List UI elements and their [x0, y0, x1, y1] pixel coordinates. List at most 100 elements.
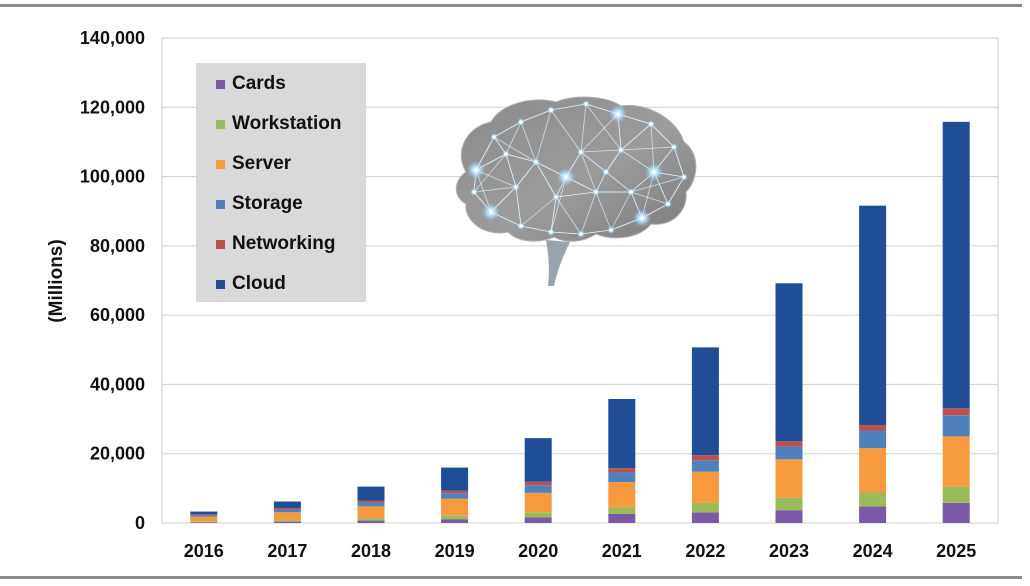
- bar-cloud-2019: [441, 467, 469, 491]
- bar-cards-2019: [441, 519, 469, 523]
- bar-cloud-2024: [859, 205, 887, 425]
- bar-workstation-2016: [190, 521, 218, 523]
- bar-cloud-2020: [524, 438, 552, 482]
- legend-label: Cards: [232, 73, 286, 94]
- x-tick-labels: 2016 2017 2018 2019 2020 2021 2022 2023 2024 2025: [184, 541, 976, 561]
- bars: [190, 121, 970, 523]
- y-tick-label: 120,000: [80, 97, 145, 117]
- bar-cloud-2017: [273, 501, 301, 509]
- legend-swatch: [216, 279, 225, 289]
- bar-cloud-2018: [357, 486, 385, 501]
- x-tick-label: 2024: [853, 541, 893, 561]
- bar-cards-2020: [524, 517, 552, 523]
- legend-item-cloud: Cloud: [216, 273, 286, 295]
- brain-network-illustration: [455, 96, 697, 286]
- bar-storage-2023: [775, 446, 803, 460]
- legend-item-cards: Cards: [216, 73, 286, 95]
- bar-workstation-2019: [441, 515, 469, 520]
- y-tick-label: 20,000: [90, 444, 145, 464]
- legend-swatch: [216, 199, 225, 209]
- legend-swatch: [216, 79, 225, 89]
- bar-cards-2021: [608, 513, 636, 523]
- bar-networking-2023: [775, 441, 803, 447]
- legend: Cards Workstation Server Storage Networking C…: [196, 63, 366, 302]
- bar-networking-2017: [273, 508, 301, 510]
- bar-networking-2024: [859, 424, 887, 431]
- bar-storage-2021: [608, 472, 636, 483]
- bar-workstation-2024: [859, 492, 887, 507]
- bar-cloud-2016: [190, 511, 218, 515]
- bar-workstation-2017: [273, 520, 301, 522]
- bar-server-2019: [441, 498, 469, 516]
- bar-cloud-2023: [775, 283, 803, 442]
- bar-cards-2022: [691, 512, 719, 523]
- bar-cards-2025: [942, 502, 970, 523]
- legend-label: Cloud: [232, 273, 286, 294]
- legend-swatch: [216, 239, 225, 249]
- top-rule: [0, 4, 1022, 7]
- bar-networking-2022: [691, 455, 719, 461]
- bar-networking-2019: [441, 490, 469, 494]
- legend-item-server: Server: [216, 153, 291, 175]
- bottom-rule: [0, 576, 1022, 579]
- y-tick-label: 100,000: [80, 167, 145, 187]
- bar-cards-2017: [273, 521, 301, 523]
- bar-networking-2016: [190, 514, 218, 516]
- y-tick-label: 60,000: [90, 305, 145, 325]
- bar-workstation-2021: [608, 507, 636, 514]
- bar-server-2024: [859, 448, 887, 493]
- bar-server-2022: [691, 471, 719, 503]
- y-tick-label: 80,000: [90, 236, 145, 256]
- legend-label: Server: [232, 153, 292, 174]
- legend-label: Workstation: [232, 113, 342, 134]
- bar-cloud-2021: [608, 398, 636, 469]
- x-tick-label: 2017: [267, 541, 307, 561]
- bar-networking-2020: [524, 481, 552, 486]
- bar-workstation-2023: [775, 497, 803, 511]
- x-tick-label: 2023: [769, 541, 809, 561]
- y-tick-label: 140,000: [80, 28, 145, 48]
- legend-item-networking: Networking: [216, 233, 335, 255]
- bar-server-2020: [524, 492, 552, 513]
- bar-server-2017: [273, 512, 301, 521]
- x-tick-label: 2016: [184, 541, 224, 561]
- legend-swatch: [216, 119, 225, 129]
- bar-workstation-2025: [942, 486, 970, 503]
- bar-networking-2018: [357, 500, 385, 503]
- bar-workstation-2020: [524, 512, 552, 518]
- x-tick-label: 2022: [685, 541, 725, 561]
- y-tick-labels: 0 20,000 40,000 60,000 80,000 100,000 120,000 1…: [80, 28, 145, 533]
- bar-networking-2025: [942, 408, 970, 416]
- bar-storage-2019: [441, 493, 469, 499]
- bar-cards-2018: [357, 520, 385, 523]
- bar-server-2016: [190, 516, 218, 522]
- legend-item-workstation: Workstation: [216, 113, 341, 135]
- x-tick-label: 2018: [351, 541, 391, 561]
- y-tick-label: 0: [135, 513, 145, 533]
- bar-storage-2022: [691, 460, 719, 472]
- bar-workstation-2018: [357, 518, 385, 521]
- bar-server-2023: [775, 459, 803, 498]
- bar-server-2021: [608, 482, 636, 508]
- x-tick-label: 2021: [602, 541, 642, 561]
- bar-storage-2025: [942, 415, 970, 437]
- bar-storage-2020: [524, 485, 552, 493]
- y-axis-label: (Millions): [46, 239, 67, 322]
- bar-storage-2018: [357, 502, 385, 507]
- x-tick-label: 2025: [936, 541, 976, 561]
- bar-networking-2021: [608, 468, 636, 473]
- bar-storage-2024: [859, 430, 887, 449]
- x-tick-label: 2019: [435, 541, 475, 561]
- bar-cards-2016: [190, 522, 218, 523]
- bar-cards-2023: [775, 510, 803, 523]
- bar-storage-2016: [190, 515, 218, 517]
- bar-cloud-2025: [942, 121, 970, 409]
- legend-item-storage: Storage: [216, 193, 303, 215]
- bar-workstation-2022: [691, 502, 719, 513]
- bar-server-2025: [942, 436, 970, 487]
- legend-label: Networking: [232, 233, 336, 254]
- bar-server-2018: [357, 506, 385, 519]
- legend-label: Storage: [232, 193, 303, 214]
- y-tick-label: 40,000: [90, 374, 145, 394]
